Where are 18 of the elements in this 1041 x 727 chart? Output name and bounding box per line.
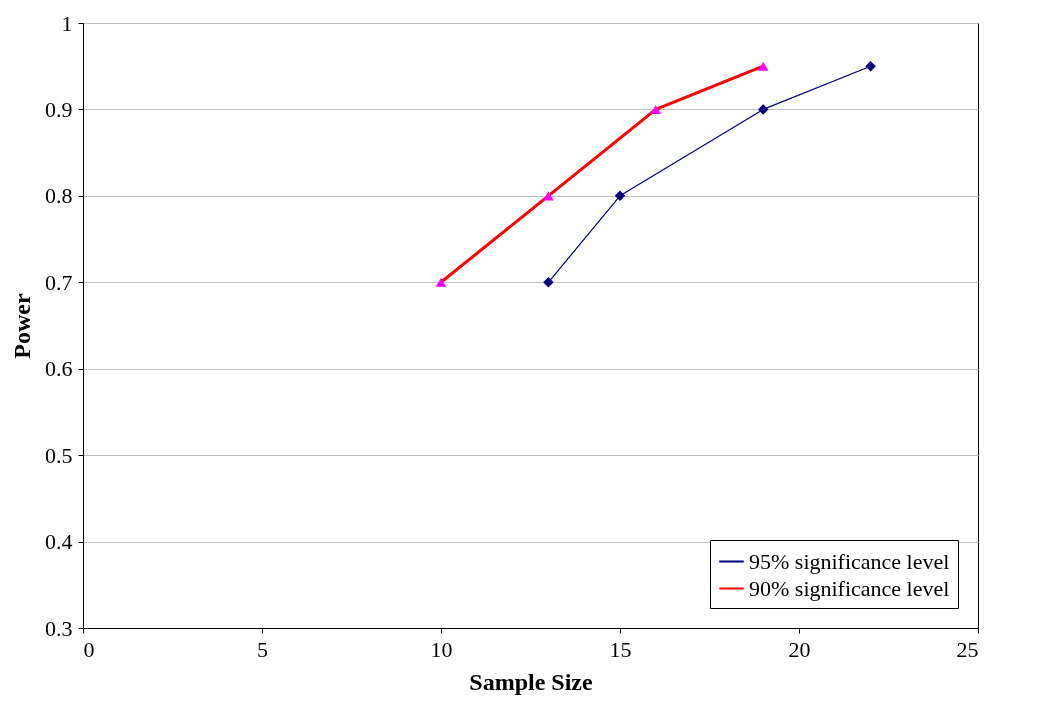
legend-label: 95% significance level	[749, 548, 950, 574]
y-tick-label: 0.4	[45, 529, 73, 555]
x-axis-title: Sample Size	[469, 668, 594, 695]
y-tick-label: 0.7	[45, 269, 73, 295]
y-tick-label: 0.5	[45, 442, 73, 468]
x-tick-label: 0	[83, 636, 95, 662]
x-tick-label: 5	[257, 636, 268, 662]
x-tick-label: 25	[956, 636, 979, 662]
x-tick-label: 10	[430, 636, 453, 662]
y-tick-label: 0.3	[45, 615, 73, 641]
x-tick-label: 15	[609, 636, 632, 662]
y-tick-label: 0.6	[45, 356, 73, 382]
y-tick-label: 0.8	[45, 183, 73, 209]
y-tick-label: 1	[61, 10, 73, 36]
y-tick-label: 0.9	[45, 96, 73, 122]
y-axis-title: Power	[9, 293, 35, 359]
x-tick-label: 20	[788, 636, 811, 662]
legend-label: 90% significance level	[749, 575, 950, 601]
